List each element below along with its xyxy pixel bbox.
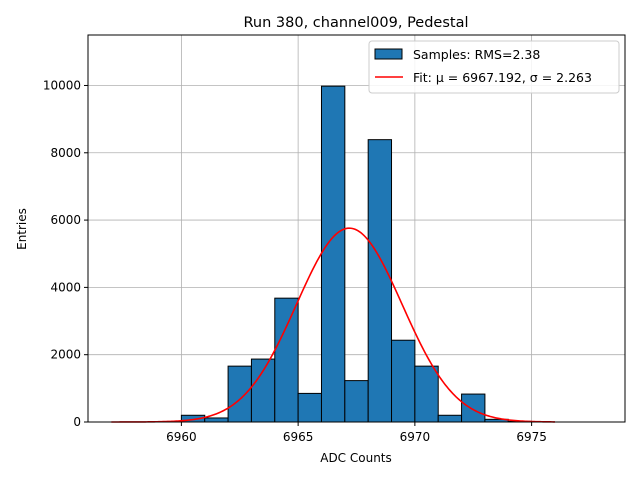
chart-title: Run 380, channel009, Pedestal [243,15,468,31]
x-tick-label: 6970 [400,430,431,444]
histogram-bar [437,414,463,423]
x-axis-ticks: 6960 6965 6970 6975 [166,422,547,444]
legend-fit-label: Fit: μ = 6967.192, σ = 2.263 [413,70,592,85]
histogram-bar [391,339,416,423]
y-tick-label: 0 [73,415,81,429]
histogram-bar [204,417,229,423]
x-axis-label: ADC Counts [320,451,392,465]
legend-histogram-label: Samples: RMS=2.38 [413,47,540,62]
y-tick-label: 10000 [43,78,81,92]
legend-box [368,40,620,94]
y-axis-ticks: 0 2000 4000 6000 8000 10000 [43,78,88,429]
x-tick-label: 6965 [283,430,314,444]
fit-curve [111,227,555,423]
y-tick-label: 2000 [50,348,81,362]
y-tick-label: 8000 [50,146,81,160]
histogram-bar [250,358,276,423]
legend-histogram-swatch [374,48,403,60]
legend: Samples: RMS=2.38 Fit: μ = 6967.192, σ =… [368,40,620,94]
y-tick-label: 4000 [50,280,81,294]
histogram-bar [227,365,252,423]
histogram-bars [180,85,533,423]
plot-area: 6960 6965 6970 6975 0 2000 4000 6000 8000 10000 [43,34,626,444]
x-tick-label: 6960 [166,430,197,444]
histogram-bar [320,85,346,423]
y-axis-label: Entries [15,208,29,250]
histogram-bar [344,380,369,423]
axes-frame [87,34,626,423]
histogram-bar [461,393,486,423]
x-tick-label: 6975 [516,430,547,444]
histogram-bar [414,365,439,423]
y-tick-label: 6000 [50,213,81,227]
histogram-bar [367,139,393,423]
histogram-bar [274,297,299,423]
histogram-bar [297,392,322,423]
